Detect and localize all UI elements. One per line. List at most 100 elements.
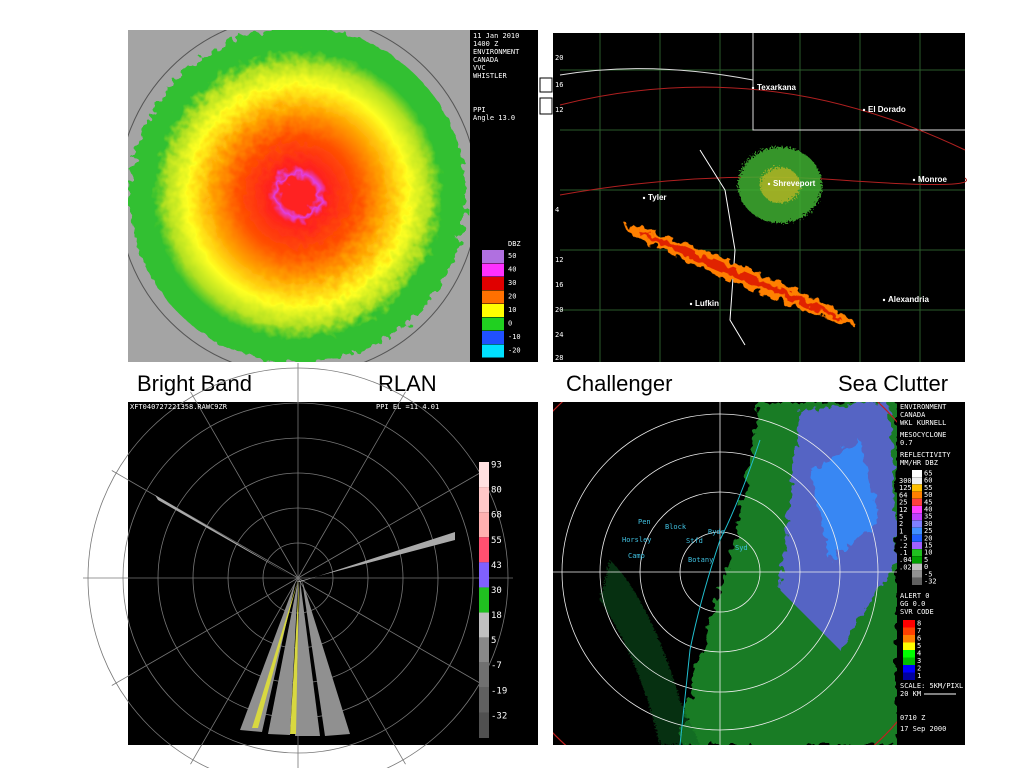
footer-text: 20 KM	[900, 690, 921, 698]
legend-swatch	[912, 549, 922, 557]
footer-text: 17 Sep 2000	[900, 725, 946, 733]
legend-title: DBZ	[508, 240, 521, 248]
header-text: 1400 Z	[473, 40, 498, 48]
legend-swatch	[479, 612, 489, 638]
legend-label: 35	[924, 513, 932, 521]
legend-label: 45	[924, 498, 932, 506]
rain-label: 25	[899, 499, 907, 507]
legend-swatch	[903, 620, 915, 628]
state-line	[559, 33, 965, 131]
legend-swatch	[903, 657, 915, 665]
legend-swatch	[912, 513, 922, 521]
azimuth-line	[111, 470, 299, 579]
clutter	[810, 440, 880, 560]
legend-swatch	[479, 712, 489, 738]
rain-label: 64	[899, 491, 907, 499]
legend-label: 5	[917, 642, 921, 650]
legend-swatch	[912, 477, 922, 485]
caption: Challenger	[566, 371, 672, 396]
rain-label: .02	[899, 563, 912, 571]
legend-swatch	[912, 563, 922, 571]
rlan-spikes	[155, 495, 455, 736]
legend-swatch	[903, 672, 915, 680]
edge-label: 16	[555, 81, 563, 89]
legend-swatch	[912, 556, 922, 564]
edge-label: 12	[555, 106, 563, 114]
legend-swatch	[912, 484, 922, 492]
challenger-band	[624, 225, 856, 325]
legend-label: 15	[924, 542, 932, 550]
city-dot	[751, 86, 755, 90]
header-text: REFLECTIVITY	[900, 451, 951, 459]
header-text: CANADA	[900, 411, 926, 419]
edge-label: 4	[555, 206, 559, 214]
legend-swatch	[912, 506, 922, 513]
mode-text: PPI	[473, 106, 486, 114]
edge-label: 24	[555, 331, 563, 339]
edge-label: 20	[555, 54, 563, 62]
legend-label: 65	[924, 470, 932, 478]
azimuth-line	[297, 391, 406, 579]
header-text: XFT040727221358.RAWC9ZR	[130, 403, 228, 411]
azimuth-line	[297, 577, 406, 765]
legend-label: -32	[924, 578, 937, 586]
legend-label: 20	[508, 293, 516, 301]
place-label: Botany	[688, 556, 713, 564]
legend-label: -20	[508, 347, 521, 355]
legend-label: 43	[491, 561, 502, 571]
city-dot	[642, 196, 646, 200]
mode-text: Angle 13.0	[473, 114, 515, 122]
legend-label: 7	[917, 627, 921, 635]
status-text: GG 0.0	[900, 600, 925, 608]
header-text: ENVIRONMENT	[473, 48, 520, 56]
legend-label: -32	[491, 711, 507, 721]
legend-swatch	[482, 290, 504, 304]
legend-label: 68	[491, 511, 502, 521]
legend-swatch	[912, 542, 922, 549]
legend-label: 55	[491, 536, 502, 546]
rlan-spike	[290, 580, 299, 734]
caption: Bright Band	[137, 371, 252, 396]
legend-label: 2	[917, 665, 921, 673]
marker	[539, 97, 553, 115]
legend-label: 30	[491, 586, 502, 596]
legend-label: 50	[924, 491, 932, 499]
range-rings	[553, 402, 897, 745]
place-label: Syd	[735, 544, 748, 552]
legend-label: 30	[924, 520, 932, 528]
city-label: Monroe	[918, 175, 947, 184]
header-text: WKL KURNELL	[900, 419, 946, 427]
legend-swatch	[482, 277, 504, 290]
rlan-panel: XFT040727221358.RAWC9ZR PPI EL =11 4.01 93…	[83, 363, 538, 768]
legend-swatch	[482, 304, 504, 317]
edge-label: 28	[555, 354, 563, 362]
city-dot	[689, 302, 693, 306]
legend-swatch	[479, 562, 489, 588]
place-label: Ryde	[708, 528, 725, 536]
city-label: El Dorado	[868, 105, 906, 114]
legend-label: 10	[924, 549, 932, 557]
city-label: Shreveport	[773, 179, 816, 188]
header-text: MM/HR DBZ	[900, 459, 938, 467]
caption: Sea Clutter	[838, 371, 948, 396]
marker	[539, 77, 553, 93]
highway	[559, 86, 967, 196]
legend-label: 93	[491, 461, 502, 471]
edge-label: 12	[555, 256, 563, 264]
legend-swatch	[903, 635, 915, 643]
polar-grid	[83, 363, 513, 768]
legend-label: -10	[508, 333, 521, 341]
rain-label: 1	[899, 527, 903, 535]
status-text: SVR CODE	[900, 608, 934, 616]
river	[699, 149, 746, 346]
legend-swatch	[479, 512, 489, 538]
azimuth-line	[297, 470, 485, 579]
rain-label: .04	[899, 556, 912, 564]
legend-label: 6	[917, 635, 921, 643]
header-text: CANADA	[473, 56, 499, 64]
city-label: Tyler	[648, 193, 667, 202]
side-panel	[897, 402, 965, 745]
